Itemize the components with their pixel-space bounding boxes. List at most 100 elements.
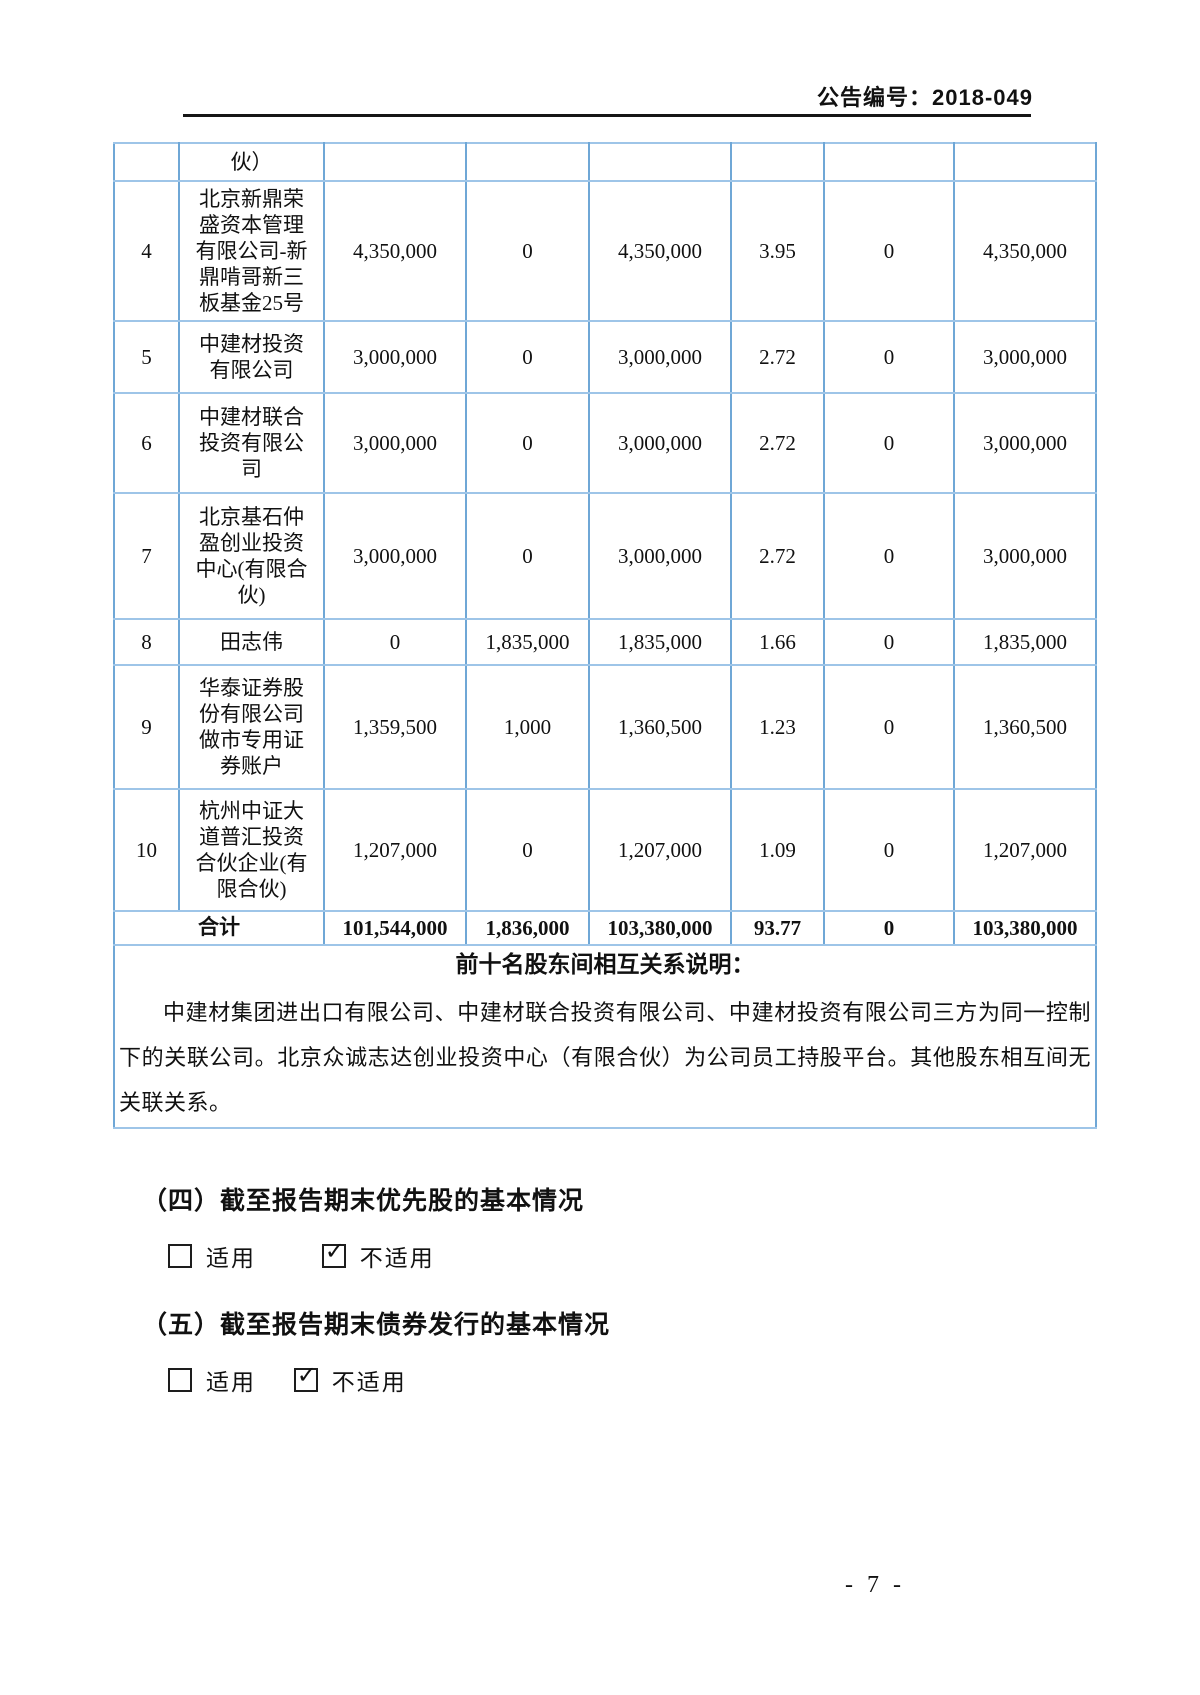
cell-shareholder-name: 伙） xyxy=(178,142,325,182)
section-bond-issuance: （五）截至报告期末债券发行的基本情况 适用 ✓ 不适用 xyxy=(142,1305,610,1398)
cell-value: 0 xyxy=(823,618,955,666)
cell-no: 8 xyxy=(113,618,180,666)
cell-value: 2.72 xyxy=(730,320,825,394)
cell-total-value: 93.77 xyxy=(730,910,825,946)
cell-value xyxy=(323,142,467,182)
cell-value: 0 xyxy=(823,180,955,322)
table-row-carryover: 伙） xyxy=(113,142,1097,182)
cell-value: 0 xyxy=(465,788,590,912)
checkbox-options-row: 适用 ✓ 不适用 xyxy=(168,1363,610,1398)
table-row: 4 北京新鼎荣 盛资本管理 有限公司-新 鼎啃哥新三 板基金25号 4,350,… xyxy=(113,180,1097,322)
cell-value: 1,835,000 xyxy=(588,618,732,666)
cell-shareholder-name: 中建材投资 有限公司 xyxy=(178,320,325,394)
cell-value: 0 xyxy=(823,392,955,494)
cell-no: 9 xyxy=(113,664,180,790)
header-divider xyxy=(183,114,1031,117)
page-number: - 7 - xyxy=(845,1572,905,1598)
option-not-applicable: ✓ 不适用 xyxy=(321,1239,435,1273)
cell-value: 1,360,500 xyxy=(953,664,1097,790)
checkmark-icon: ✓ xyxy=(324,1237,345,1265)
cell-value: 1,360,500 xyxy=(588,664,732,790)
cell-total-value: 0 xyxy=(823,910,955,946)
cell-no: 6 xyxy=(113,392,180,494)
cell-shareholder-name: 中建材联合 投资有限公 司 xyxy=(178,392,325,494)
announcement-number: 公告编号：2018-049 xyxy=(817,85,1033,110)
cell-no: 5 xyxy=(113,320,180,394)
checkbox-options-row: 适用 ✓ 不适用 xyxy=(168,1239,584,1274)
cell-value: 1.23 xyxy=(730,664,825,790)
cell-total-label: 合计 xyxy=(113,910,325,946)
table-row-total: 合计 101,544,000 1,836,000 103,380,000 93.… xyxy=(113,910,1097,946)
cell-total-value: 103,380,000 xyxy=(953,910,1097,946)
cell-shareholder-name: 田志伟 xyxy=(178,618,325,666)
cell-value: 1.09 xyxy=(730,788,825,912)
cell-value: 0 xyxy=(823,664,955,790)
cell-value: 0 xyxy=(323,618,467,666)
cell-value: 3,000,000 xyxy=(588,320,732,394)
relationship-note-cell: 前十名股东间相互关系说明： 中建材集团进出口有限公司、中建材联合投资有限公司、中… xyxy=(113,944,1097,1129)
relationship-note-title: 前十名股东间相互关系说明： xyxy=(455,951,755,977)
cell-no xyxy=(113,142,180,182)
checkbox-checked-icon: ✓ xyxy=(321,1239,346,1268)
section-preferred-shares: （四）截至报告期末优先股的基本情况 适用 ✓ 不适用 xyxy=(142,1181,584,1274)
checkbox-label: 不适用 xyxy=(331,1370,407,1395)
table-row-note: 前十名股东间相互关系说明： 中建材集团进出口有限公司、中建材联合投资有限公司、中… xyxy=(113,944,1097,1129)
cell-value: 0 xyxy=(823,788,955,912)
cell-value: 0 xyxy=(823,320,955,394)
checkbox-label: 不适用 xyxy=(359,1246,435,1271)
cell-value: 1,000 xyxy=(465,664,590,790)
cell-shareholder-name: 华泰证券股 份有限公司 做市专用证 券账户 xyxy=(178,664,325,790)
cell-value: 3,000,000 xyxy=(953,492,1097,620)
table-row: 8 田志伟 0 1,835,000 1,835,000 1.66 0 1,835… xyxy=(113,618,1097,666)
cell-value: 3,000,000 xyxy=(323,492,467,620)
cell-value: 3,000,000 xyxy=(953,320,1097,394)
cell-value: 1,359,500 xyxy=(323,664,467,790)
cell-shareholder-name: 北京新鼎荣 盛资本管理 有限公司-新 鼎啃哥新三 板基金25号 xyxy=(178,180,325,322)
cell-value: 1,207,000 xyxy=(323,788,467,912)
cell-total-value: 1,836,000 xyxy=(465,910,590,946)
cell-no: 10 xyxy=(113,788,180,912)
top-shareholders-table-wrap: 伙） 4 北京新鼎荣 盛资本管理 有限公司-新 鼎啃哥新三 板基金25号 4,3… xyxy=(113,142,1097,1129)
cell-value: 3.95 xyxy=(730,180,825,322)
checkbox-unchecked-icon xyxy=(168,1244,192,1268)
table-row: 7 北京基石仲 盈创业投资 中心(有限合 伙) 3,000,000 0 3,00… xyxy=(113,492,1097,620)
cell-value: 0 xyxy=(465,492,590,620)
cell-no: 7 xyxy=(113,492,180,620)
cell-value: 0 xyxy=(465,320,590,394)
cell-value: 4,350,000 xyxy=(588,180,732,322)
cell-total-value: 103,380,000 xyxy=(588,910,732,946)
cell-value: 0 xyxy=(823,492,955,620)
cell-value: 0 xyxy=(465,392,590,494)
section-title: （五）截至报告期末债券发行的基本情况 xyxy=(142,1311,611,1339)
cell-value: 4,350,000 xyxy=(323,180,467,322)
cell-value xyxy=(588,142,732,182)
top-shareholders-table: 伙） 4 北京新鼎荣 盛资本管理 有限公司-新 鼎啃哥新三 板基金25号 4,3… xyxy=(113,142,1097,1129)
cell-value xyxy=(823,142,955,182)
checkbox-label: 适用 xyxy=(206,1370,256,1395)
cell-value: 1,207,000 xyxy=(953,788,1097,912)
cell-value: 0 xyxy=(465,180,590,322)
cell-value: 3,000,000 xyxy=(588,392,732,494)
checkbox-checked-icon: ✓ xyxy=(293,1363,318,1392)
table-row: 5 中建材投资 有限公司 3,000,000 0 3,000,000 2.72 … xyxy=(113,320,1097,394)
cell-value xyxy=(465,142,590,182)
section-title: （四）截至报告期末优先股的基本情况 xyxy=(142,1187,585,1215)
cell-value: 1,835,000 xyxy=(465,618,590,666)
cell-no: 4 xyxy=(113,180,180,322)
cell-value: 3,000,000 xyxy=(953,392,1097,494)
checkbox-label: 适用 xyxy=(206,1246,256,1271)
cell-value: 3,000,000 xyxy=(323,320,467,394)
cell-value: 3,000,000 xyxy=(323,392,467,494)
cell-value: 1,207,000 xyxy=(588,788,732,912)
cell-value: 1.66 xyxy=(730,618,825,666)
table-row: 9 华泰证券股 份有限公司 做市专用证 券账户 1,359,500 1,000 … xyxy=(113,664,1097,790)
checkbox-unchecked-icon xyxy=(168,1368,192,1392)
cell-value xyxy=(953,142,1097,182)
cell-value: 2.72 xyxy=(730,392,825,494)
checkmark-icon: ✓ xyxy=(296,1361,317,1389)
option-not-applicable: ✓ 不适用 xyxy=(293,1363,407,1397)
cell-shareholder-name: 杭州中证大 道普汇投资 合伙企业(有 限合伙) xyxy=(178,788,325,912)
cell-value: 3,000,000 xyxy=(588,492,732,620)
cell-total-value: 101,544,000 xyxy=(323,910,467,946)
